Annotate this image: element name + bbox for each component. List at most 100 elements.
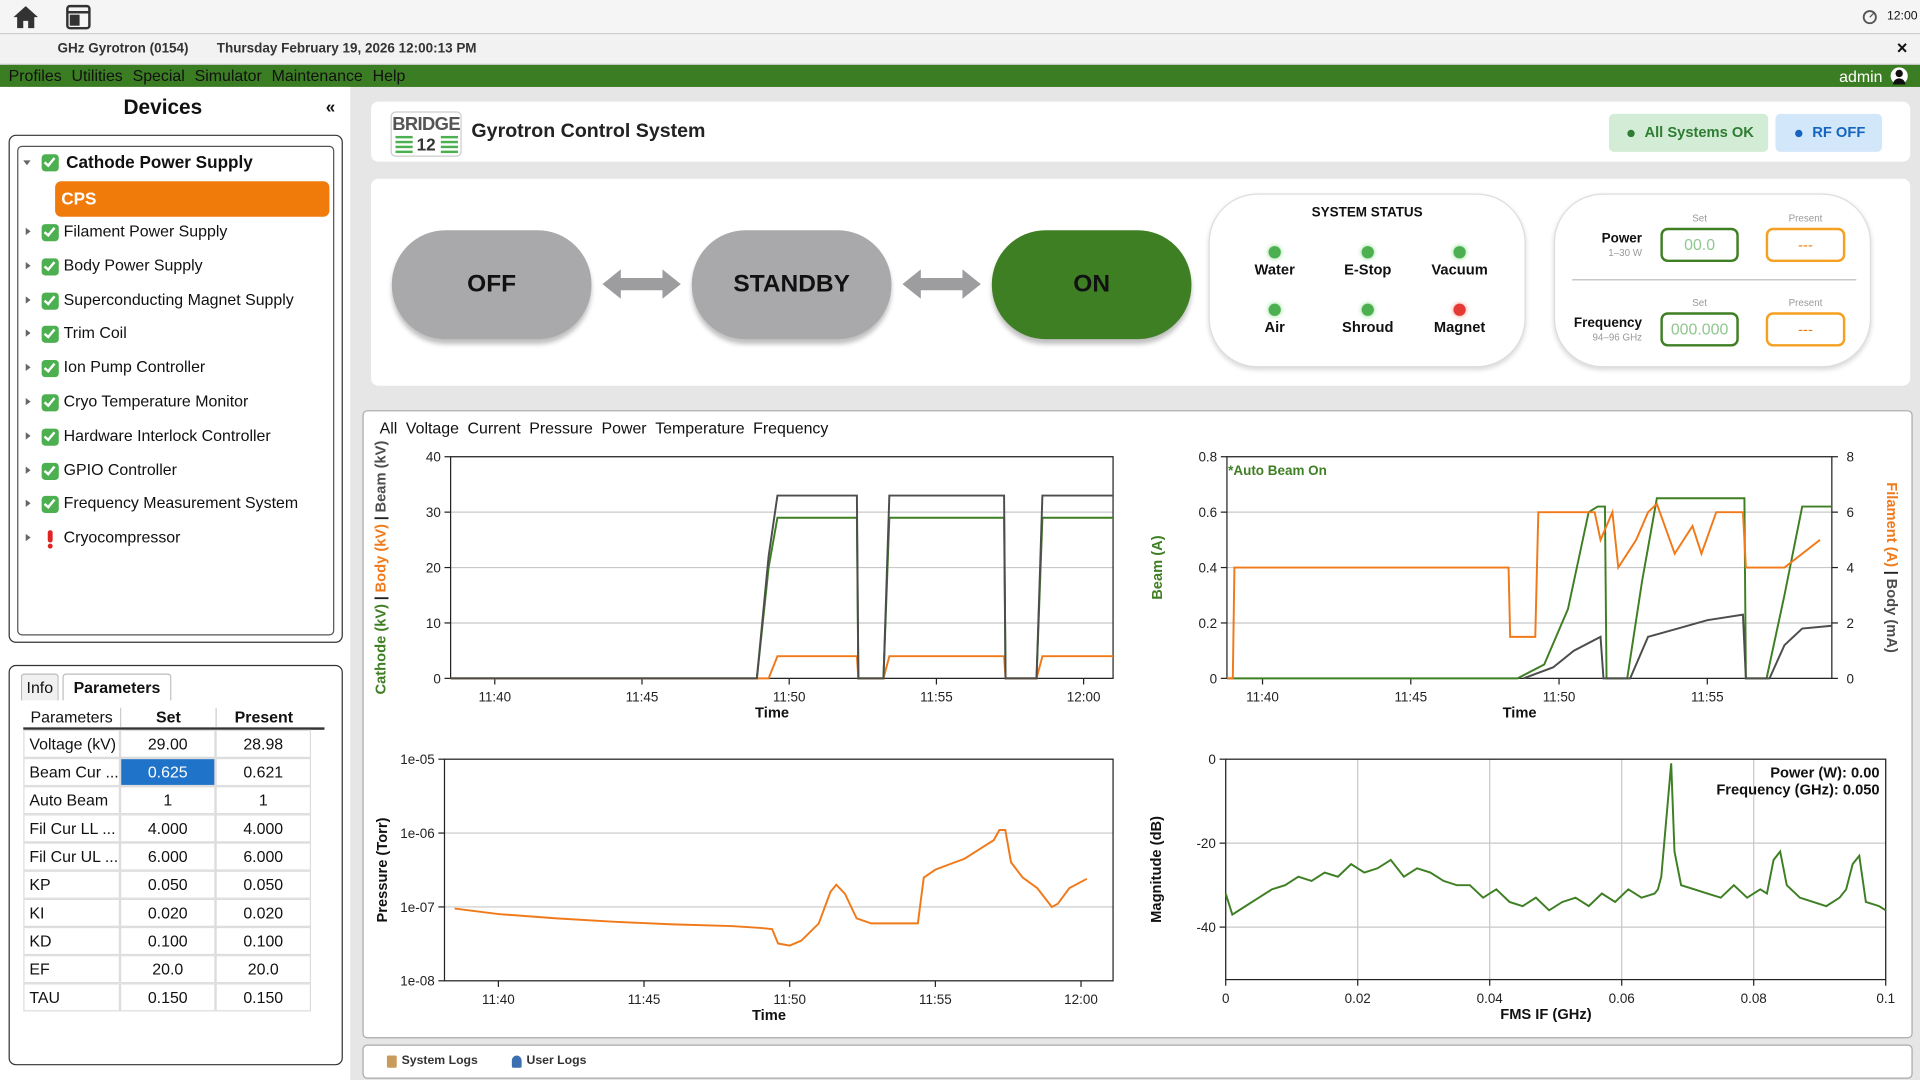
- device-label[interactable]: Cathode Power Supply: [66, 151, 253, 172]
- mode-button[interactable]: OFF: [391, 230, 592, 340]
- tree-arrow[interactable]: [25, 261, 31, 270]
- y-tick-label: 0.6: [1198, 505, 1217, 520]
- table-cell: Voltage (kV): [23, 729, 121, 758]
- tree-arrow[interactable]: [23, 160, 31, 166]
- log-tab[interactable]: System Logs: [401, 1054, 478, 1068]
- device-label[interactable]: Body Power Supply: [63, 255, 203, 275]
- y2-tick-label: 6: [1847, 505, 1854, 520]
- table-cell[interactable]: 0.020: [215, 898, 312, 927]
- app-heading: Gyrotron Control System: [471, 121, 706, 143]
- logo-number: 12: [416, 134, 436, 155]
- table-cell[interactable]: 4.000: [120, 814, 216, 843]
- table-cell[interactable]: 0.050: [120, 870, 216, 899]
- log-tab-icon: [511, 1055, 522, 1068]
- table-cell[interactable]: 29.00: [120, 729, 216, 758]
- tree-arrow[interactable]: [25, 227, 31, 236]
- plot-tab[interactable]: Voltage: [405, 418, 459, 438]
- device-label[interactable]: Hardware Interlock Controller: [63, 425, 271, 445]
- table-header-rule: [23, 727, 325, 730]
- taskbar: [0, 0, 1920, 35]
- device-label[interactable]: Filament Power Supply: [63, 221, 228, 240]
- user-icon[interactable]: [1890, 67, 1908, 85]
- y-axis-label: Cathode (kV) | Body (kV) | Beam (kV): [374, 441, 390, 695]
- tree-arrow[interactable]: [25, 466, 31, 474]
- device-label[interactable]: Cryo Temperature Monitor: [63, 391, 249, 411]
- table-cell[interactable]: 0.625: [120, 757, 216, 787]
- plot-tab[interactable]: Frequency: [753, 418, 829, 438]
- tree-arrow[interactable]: [25, 363, 31, 372]
- menu-item[interactable]: Simulator: [194, 66, 262, 85]
- table-cell[interactable]: 0.050: [215, 870, 312, 899]
- param-tab[interactable]: Parameters: [62, 673, 172, 701]
- device-label[interactable]: Cryocompressor: [63, 527, 181, 547]
- x-tick-label: 11:50: [1543, 690, 1576, 705]
- device-child[interactable]: CPS: [55, 181, 330, 217]
- status-badge: RF OFF: [1775, 113, 1883, 152]
- table-cell[interactable]: 4.000: [215, 814, 312, 843]
- table-cell[interactable]: 0.150: [215, 983, 312, 1012]
- device-label[interactable]: Trim Coil: [63, 323, 127, 343]
- set-input[interactable]: 000.000: [1660, 312, 1739, 347]
- table-cell[interactable]: 0.100: [120, 926, 216, 956]
- collapse-button[interactable]: «: [325, 96, 336, 117]
- table-cell[interactable]: 28.98: [215, 729, 312, 758]
- y-tick-label: -40: [1196, 920, 1215, 935]
- menu-item[interactable]: Maintenance: [271, 66, 363, 85]
- plot-tab[interactable]: All: [379, 418, 398, 438]
- mode-arrow: [602, 269, 681, 299]
- table-cell[interactable]: 0.100: [215, 926, 312, 956]
- status-error-dot: [47, 543, 53, 549]
- table-cell[interactable]: 0.621: [215, 757, 312, 787]
- status-ok-icon: [41, 360, 59, 378]
- mode-button[interactable]: ON: [991, 230, 1192, 340]
- menu-item[interactable]: Special: [132, 66, 185, 85]
- table-cell[interactable]: 20.0: [215, 955, 312, 984]
- table-cell[interactable]: 1: [215, 786, 312, 815]
- tree-arrow[interactable]: [25, 534, 31, 542]
- system-status-title: SYSTEM STATUS: [1311, 205, 1423, 221]
- device-label[interactable]: Frequency Measurement System: [63, 493, 299, 513]
- table-cell[interactable]: 6.000: [120, 842, 216, 871]
- tree-arrow[interactable]: [25, 295, 31, 304]
- param-tab[interactable]: Info: [20, 673, 59, 701]
- close-button[interactable]: ×: [1896, 37, 1908, 59]
- set-input[interactable]: 00.0: [1660, 227, 1739, 263]
- menu-item[interactable]: Utilities: [71, 66, 123, 85]
- plot-tab[interactable]: Power: [601, 418, 647, 438]
- x-tick-label: 11:55: [919, 992, 952, 1007]
- user-name[interactable]: admin: [1839, 67, 1883, 86]
- tree-arrow[interactable]: [25, 500, 31, 508]
- y-tick-label: 40: [426, 450, 441, 465]
- log-tab[interactable]: User Logs: [526, 1054, 587, 1068]
- x-tick-label: 11:50: [773, 690, 806, 705]
- badge-dot: [1627, 129, 1635, 138]
- mode-button[interactable]: STANDBY: [691, 230, 892, 340]
- plot-tab[interactable]: Current: [467, 418, 521, 438]
- table-cell[interactable]: 6.000: [215, 842, 312, 871]
- menu-item[interactable]: Profiles: [8, 66, 62, 85]
- plot-tab[interactable]: Pressure: [529, 418, 593, 438]
- annotation: *Auto Beam On: [1228, 463, 1327, 478]
- table-cell[interactable]: 1: [120, 786, 216, 815]
- tree-arrow[interactable]: [25, 329, 31, 338]
- tree-arrow[interactable]: [25, 431, 31, 440]
- x-axis-label: Time: [1503, 706, 1537, 722]
- table-cell[interactable]: 20.0: [120, 955, 216, 984]
- device-label[interactable]: Ion Pump Controller: [63, 357, 206, 377]
- device-label[interactable]: GPIO Controller: [63, 459, 177, 479]
- legend-entry: Filament (A): [1883, 482, 1899, 567]
- label-separator: |: [374, 596, 390, 600]
- status-ok-icon: [41, 462, 59, 480]
- status-ok-icon: [41, 428, 59, 446]
- table-cell[interactable]: 0.020: [120, 898, 216, 927]
- menu-item[interactable]: Help: [372, 66, 406, 85]
- legend-entry: Beam (kV): [374, 441, 390, 513]
- home-icon[interactable]: [11, 4, 40, 31]
- table-cell[interactable]: 0.150: [120, 983, 216, 1012]
- window-icon[interactable]: [65, 4, 92, 31]
- setpoint-label: Power: [1601, 231, 1643, 247]
- plot-tab[interactable]: Temperature: [655, 418, 745, 438]
- menu-bar: Profiles Utilities Special Simulator Mainten…: [0, 64, 1920, 87]
- tree-arrow[interactable]: [25, 397, 31, 406]
- device-label[interactable]: Superconducting Magnet Supply: [63, 289, 294, 309]
